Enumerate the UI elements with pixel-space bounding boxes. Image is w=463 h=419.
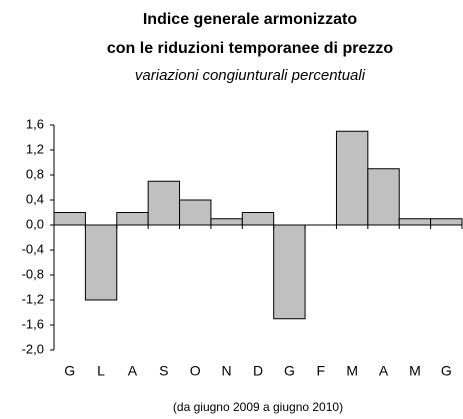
x-tick-label: G — [284, 363, 295, 379]
chart-caption: variazioni congiunturali percentuali — [135, 67, 366, 84]
x-tick-label: M — [409, 363, 421, 379]
bar — [210, 218, 243, 226]
bar — [241, 212, 275, 226]
x-tick-label: L — [97, 363, 105, 379]
x-tick-label: S — [159, 363, 168, 379]
chart-title: Indice generale armonizzato — [143, 11, 358, 28]
bar — [273, 224, 306, 320]
bar — [398, 218, 432, 226]
chart-subtitle: con le riduzioni temporanee di prezzo — [107, 40, 393, 57]
y-tick-label: -0,4 — [22, 241, 44, 256]
y-tick-label: -0,8 — [22, 266, 44, 281]
bar — [84, 224, 118, 301]
bar — [53, 212, 86, 226]
y-tick-label: 0,4 — [26, 191, 44, 206]
bar — [147, 180, 181, 226]
x-tick-label: D — [253, 363, 263, 379]
x-tick-label: F — [316, 363, 325, 379]
bar — [116, 212, 149, 226]
y-tick-label: -2,0 — [22, 341, 44, 356]
x-tick-label: G — [441, 363, 452, 379]
y-tick-label: -1,6 — [22, 316, 44, 331]
bar — [179, 199, 212, 226]
y-tick-label: 0,8 — [26, 166, 44, 181]
y-tick-label: 1,6 — [26, 116, 44, 131]
y-tick-label: -1,2 — [22, 291, 44, 306]
x-tick-label: N — [222, 363, 232, 379]
bar — [430, 218, 463, 226]
x-tick-label: M — [346, 363, 358, 379]
x-tick-label: O — [190, 363, 201, 379]
y-tick-label: 1,2 — [26, 141, 44, 156]
bar — [335, 130, 369, 226]
x-tick-label: A — [379, 363, 389, 379]
x-tick-label: G — [64, 363, 75, 379]
y-tick-label: 0,0 — [26, 216, 44, 231]
x-tick-label: A — [128, 363, 138, 379]
bar — [367, 168, 400, 226]
chart-note: (da giugno 2009 a giugno 2010) — [173, 400, 343, 414]
